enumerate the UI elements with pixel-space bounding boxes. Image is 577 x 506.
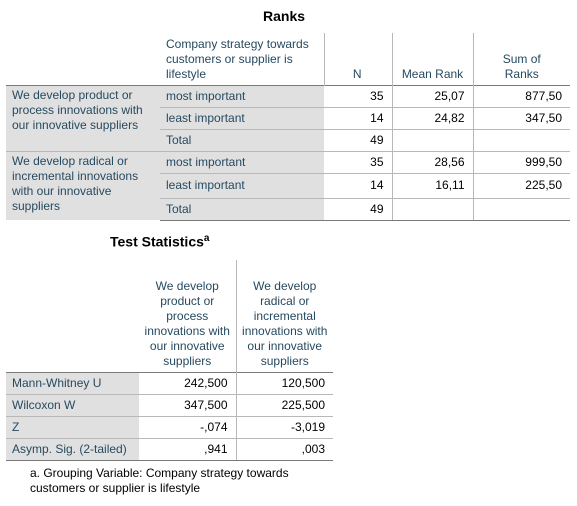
sum-value: 877,50 <box>473 84 570 107</box>
group-label: We develop product or process innovation… <box>6 84 160 151</box>
mean-rank-value: 25,07 <box>392 84 474 107</box>
mean-rank-value: 16,11 <box>392 172 474 198</box>
level-label: most important <box>160 150 324 173</box>
level-label: Total <box>160 197 324 221</box>
level-label: Total <box>160 128 324 151</box>
ranks-header-row: Company strategy towards customers or su… <box>6 33 570 85</box>
n-value: 49 <box>324 128 393 151</box>
sum-value: 347,50 <box>473 106 570 129</box>
stat-label: Z <box>6 415 139 438</box>
stat-label: Mann-Whitney U <box>6 371 139 394</box>
stat-label: Wilcoxon W <box>6 393 139 416</box>
level-label: most important <box>160 84 324 107</box>
header-mean-rank: Mean Rank <box>392 33 474 85</box>
ranks-corner-cell <box>6 33 160 85</box>
test-statistics-table: We develop product or process innovation… <box>6 260 333 461</box>
n-value: 49 <box>324 197 393 221</box>
level-label: least important <box>160 106 324 129</box>
table-row: least important 14 16,11 225,50 <box>6 172 570 198</box>
group-label: We develop radical or incremental innova… <box>6 150 160 220</box>
sum-value: 999,50 <box>473 150 570 173</box>
stat-value: ,003 <box>236 437 333 461</box>
stats-column-header: We develop product or process innovation… <box>139 260 237 372</box>
stats-title: Test Statisticsa <box>110 233 209 250</box>
level-label: least important <box>160 172 324 198</box>
footnote: a. Grouping Variable: Company strategy t… <box>30 466 289 495</box>
table-row: Wilcoxon W 347,500 225,500 <box>6 393 333 416</box>
header-grouping: Company strategy towards customers or su… <box>160 33 325 85</box>
n-value: 14 <box>324 172 393 198</box>
stat-value: 347,500 <box>139 393 237 416</box>
stat-value: ,941 <box>139 437 237 461</box>
stat-value: 242,500 <box>139 371 237 394</box>
mean-rank-value <box>392 128 474 151</box>
stats-header-row: We develop product or process innovation… <box>6 260 333 372</box>
stat-label: Asymp. Sig. (2-tailed) <box>6 437 139 461</box>
table-row: Z -,074 -3,019 <box>6 415 333 438</box>
sum-value <box>473 197 570 221</box>
mean-rank-value: 24,82 <box>392 106 474 129</box>
stat-value: 120,500 <box>236 371 333 394</box>
mean-rank-value: 28,56 <box>392 150 474 173</box>
table-row: Asymp. Sig. (2-tailed) ,941 ,003 <box>6 437 333 461</box>
table-row: least important 14 24,82 347,50 <box>6 106 570 129</box>
stats-title-text: Test Statistics <box>110 233 204 250</box>
n-value: 35 <box>324 150 393 173</box>
header-sum-of-ranks: Sum of Ranks <box>502 51 541 81</box>
table-row: Total 49 <box>6 197 570 221</box>
stats-column-header: We develop radical or incremental innova… <box>242 278 328 368</box>
table-row: Total 49 <box>6 128 570 151</box>
stat-value: 225,500 <box>236 393 333 416</box>
header-n: N <box>324 33 393 85</box>
sum-value <box>473 128 570 151</box>
ranks-title: Ranks <box>263 8 306 24</box>
stat-value: -,074 <box>139 415 237 438</box>
n-value: 14 <box>324 106 393 129</box>
stat-value: -3,019 <box>236 415 333 438</box>
n-value: 35 <box>324 84 393 107</box>
table-row: We develop product or process innovation… <box>6 84 570 151</box>
table-row: We develop radical or incremental innova… <box>6 150 570 220</box>
mean-rank-value <box>392 197 474 221</box>
stats-title-footnote-marker: a <box>203 233 210 244</box>
stats-corner-cell <box>6 260 139 372</box>
ranks-table: Company strategy towards customers or su… <box>6 33 570 221</box>
sum-value: 225,50 <box>473 172 570 198</box>
table-row: Mann-Whitney U 242,500 120,500 <box>6 371 333 394</box>
